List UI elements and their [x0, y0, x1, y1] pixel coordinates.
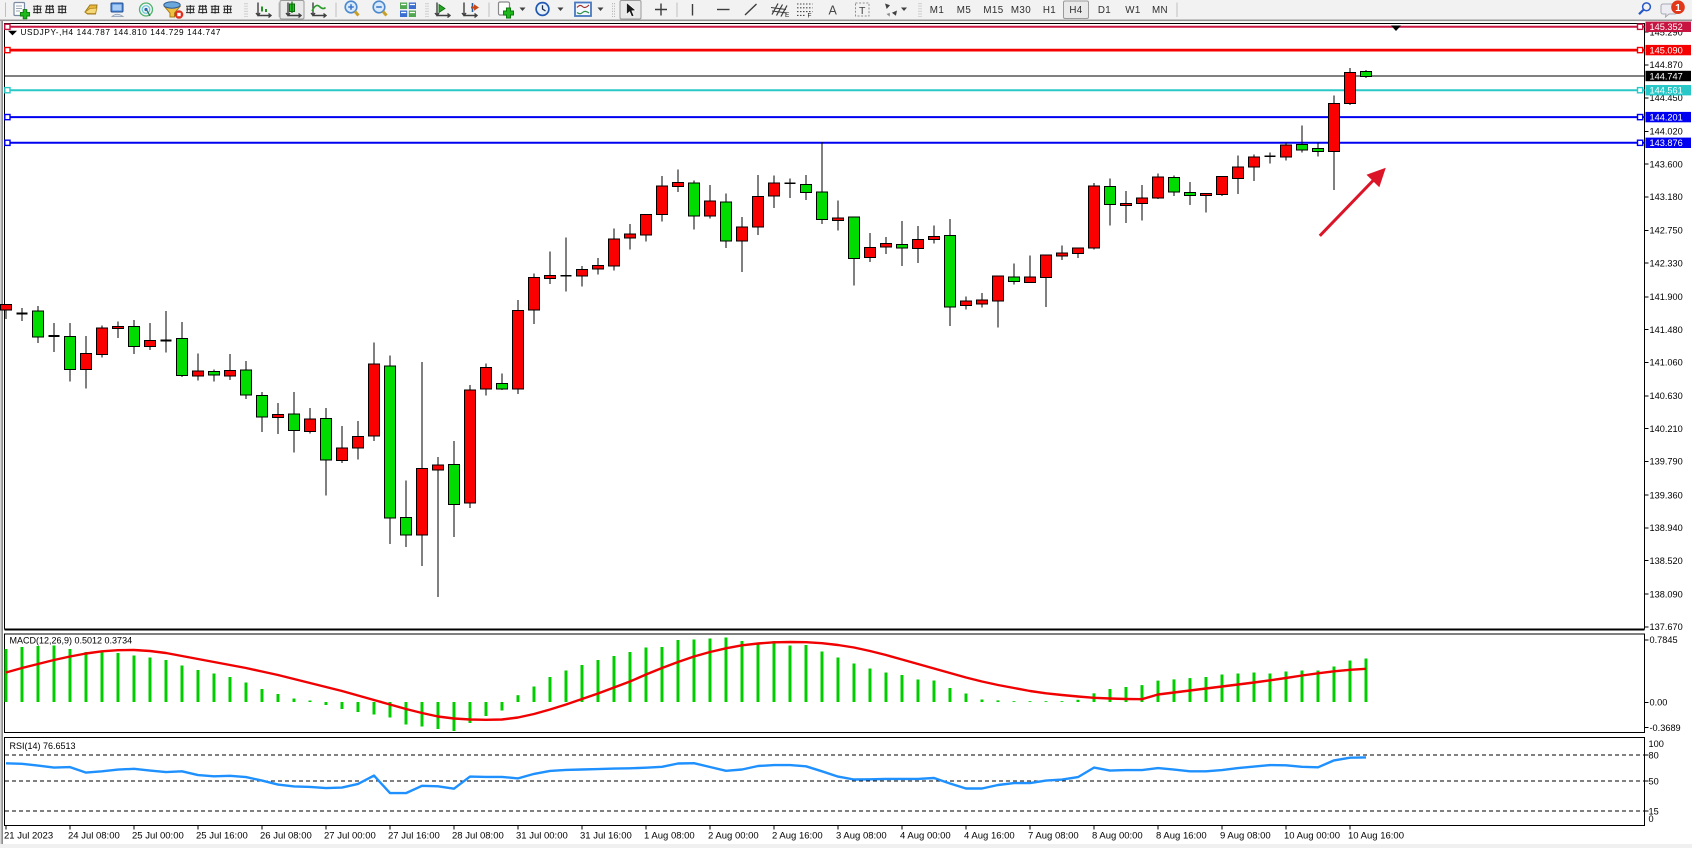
svg-text:0: 0 [1649, 814, 1654, 824]
svg-text:24 Jul 08:00: 24 Jul 08:00 [68, 831, 120, 842]
svg-text:138.520: 138.520 [1650, 556, 1683, 566]
svg-text:144.201: 144.201 [1650, 113, 1683, 123]
svg-text:145.352: 145.352 [1650, 22, 1683, 32]
svg-text:141.480: 141.480 [1650, 325, 1683, 335]
svg-text:141.060: 141.060 [1650, 358, 1683, 368]
svg-text:25 Jul 16:00: 25 Jul 16:00 [196, 831, 248, 842]
svg-text:2 Aug 16:00: 2 Aug 16:00 [772, 831, 823, 842]
svg-text:31 Jul 16:00: 31 Jul 16:00 [580, 831, 632, 842]
svg-text:80: 80 [1649, 750, 1659, 760]
svg-text:10 Aug 00:00: 10 Aug 00:00 [1284, 831, 1340, 842]
svg-text:145.090: 145.090 [1650, 46, 1683, 56]
svg-text:140.210: 140.210 [1650, 424, 1683, 434]
svg-text:144.450: 144.450 [1650, 93, 1683, 103]
svg-text:M5: M5 [957, 5, 972, 16]
svg-text:142.330: 142.330 [1650, 258, 1683, 268]
svg-text:28 Jul 08:00: 28 Jul 08:00 [452, 831, 504, 842]
svg-text:26 Jul 08:00: 26 Jul 08:00 [260, 831, 312, 842]
svg-text:7 Aug 08:00: 7 Aug 08:00 [1028, 831, 1079, 842]
svg-text:-0.3689: -0.3689 [1650, 723, 1681, 733]
svg-text:9 Aug 08:00: 9 Aug 08:00 [1220, 831, 1271, 842]
svg-text:143.876: 143.876 [1650, 138, 1683, 148]
svg-text:144.561: 144.561 [1650, 86, 1683, 96]
svg-text:W1: W1 [1125, 5, 1141, 16]
svg-text:T: T [859, 5, 866, 17]
svg-text:1: 1 [1675, 2, 1681, 14]
svg-text:21 Jul 2023: 21 Jul 2023 [4, 831, 53, 842]
svg-text:H4: H4 [1069, 5, 1082, 16]
svg-text:143.180: 143.180 [1650, 192, 1683, 202]
svg-text:4 Aug 00:00: 4 Aug 00:00 [900, 831, 951, 842]
svg-text:144.870: 144.870 [1650, 60, 1683, 70]
svg-text:E: E [785, 12, 790, 19]
svg-text:50: 50 [1649, 776, 1659, 786]
svg-text:M1: M1 [930, 5, 944, 16]
svg-text:8 Aug 16:00: 8 Aug 16:00 [1156, 831, 1207, 842]
svg-text:100: 100 [1649, 739, 1664, 749]
svg-text:144.747: 144.747 [1650, 71, 1683, 81]
svg-text:MACD(12,26,9) 0.5012 0.3734: MACD(12,26,9) 0.5012 0.3734 [10, 635, 133, 645]
svg-text:143.600: 143.600 [1650, 159, 1683, 169]
svg-text:139.790: 139.790 [1650, 457, 1683, 467]
svg-text:0.7845: 0.7845 [1650, 635, 1678, 645]
svg-text:27 Jul 00:00: 27 Jul 00:00 [324, 831, 376, 842]
svg-text:139.360: 139.360 [1650, 490, 1683, 500]
svg-text:M15: M15 [983, 5, 1003, 16]
svg-text:142.750: 142.750 [1650, 226, 1683, 236]
svg-text:15: 15 [1649, 806, 1659, 816]
svg-text:141.900: 141.900 [1650, 292, 1683, 302]
svg-text:USDJPY-,H4 144.787 144.810 14: USDJPY-,H4 144.787 144.810 144.729 144.7… [21, 28, 222, 37]
svg-text:31 Jul 00:00: 31 Jul 00:00 [516, 831, 568, 842]
svg-text:M30: M30 [1011, 5, 1031, 16]
svg-text:138.940: 138.940 [1650, 523, 1683, 533]
svg-text:8 Aug 00:00: 8 Aug 00:00 [1092, 831, 1143, 842]
svg-text:138.090: 138.090 [1650, 589, 1683, 599]
svg-text:D1: D1 [1098, 5, 1111, 16]
svg-text:F: F [808, 13, 812, 20]
svg-text:140.630: 140.630 [1650, 391, 1683, 401]
svg-text:137.670: 137.670 [1650, 622, 1683, 632]
svg-text:0.00: 0.00 [1650, 698, 1668, 708]
svg-text:10 Aug 16:00: 10 Aug 16:00 [1348, 831, 1404, 842]
svg-text:144.020: 144.020 [1650, 127, 1683, 137]
svg-text:2 Aug 00:00: 2 Aug 00:00 [708, 831, 759, 842]
svg-text:145.290: 145.290 [1650, 27, 1683, 37]
svg-text:3 Aug 08:00: 3 Aug 08:00 [836, 831, 887, 842]
svg-text:27 Jul 16:00: 27 Jul 16:00 [388, 831, 440, 842]
svg-text:4 Aug 16:00: 4 Aug 16:00 [964, 831, 1015, 842]
svg-text:RSI(14) 76.6513: RSI(14) 76.6513 [10, 741, 76, 751]
svg-text:25 Jul 00:00: 25 Jul 00:00 [132, 831, 184, 842]
svg-text:1 Aug 08:00: 1 Aug 08:00 [644, 831, 695, 842]
svg-text:MN: MN [1152, 5, 1168, 16]
svg-text:A: A [829, 4, 838, 18]
svg-text:H1: H1 [1043, 5, 1056, 16]
